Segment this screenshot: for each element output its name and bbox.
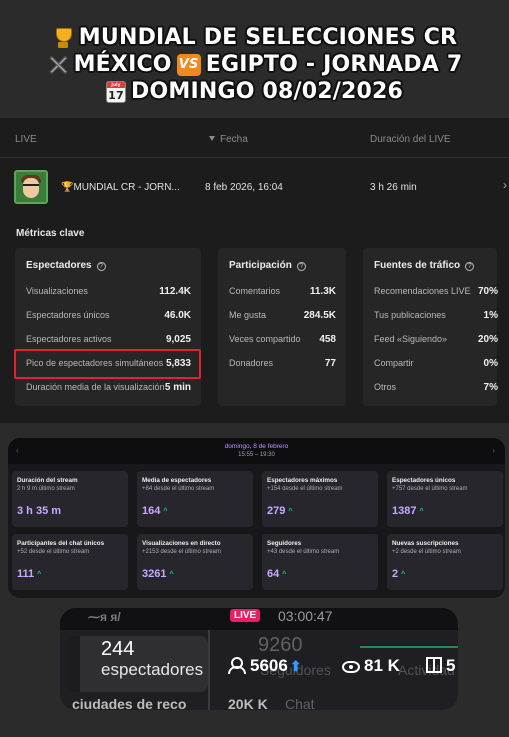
live-badge: LIVE [230,609,261,622]
banner-title: MUNDIAL DE SELECCIONES CR [78,25,458,50]
metric-row: Otros 7% [374,382,498,393]
metric-row: Donadores 77 [229,358,336,369]
stat-card: Visualizaciones en directo +2153 desde e… [137,534,253,590]
gift-icon [426,657,442,673]
ghost-number: 9260 [258,634,303,656]
followers-stat: 5606 ⬆ [228,656,302,676]
live-title: 🏆MUNDIAL CR - JORN... [61,182,180,193]
banner-date: DOMINGO 08/02/2026 [130,79,403,104]
metric-row: Tus publicaciones 1% [374,310,498,321]
viewers-count: 244 [101,638,135,660]
banner-team-a: MÉXICO [73,52,172,77]
metric-row: Visualizaciones 112.4K [26,286,191,297]
live-date: 8 feb 2026, 16:04 [205,182,283,193]
title-banner: MUNDIAL DE SELECCIONES CR MÉXICO VS EGIP… [0,24,509,105]
info-icon[interactable]: ? [96,262,106,271]
trophy-icon [52,27,74,49]
live-duration: 3 h 26 min [370,182,417,193]
crossed-swords-icon [47,54,69,76]
section-title: Métricas clave [16,228,85,239]
metric-row: Espectadores únicos 46.0K [26,310,191,321]
cut-text: 20K K [228,696,268,710]
table-row[interactable]: 🏆MUNDIAL CR - JORN... 8 feb 2026, 16:04 … [0,170,509,208]
divider [360,646,458,648]
metric-row: Veces compartido 458 [229,334,336,345]
metric-row: Recomendaciones LIVE 70% [374,286,498,297]
stat-card: Seguidores +43 desde el último stream 64… [262,534,378,590]
live-dashboard-crop: ⁓ᴙ ᴙ/ LIVE 03:00:47 244 espectadores 926… [60,608,458,710]
banner-line-2: MÉXICO VS EGIPTO - JORNADA 7 [0,51,509,78]
espectadores-card: Espectadores? Visualizaciones 112.4K Espe… [15,248,201,406]
gifts-stat: 5 [426,656,455,676]
chevron-left-icon[interactable]: ‹ [16,446,19,455]
divider [208,630,210,710]
sort-desc-icon [209,136,215,141]
chevron-right-icon[interactable]: › [503,178,507,192]
banner-line-1: MUNDIAL DE SELECCIONES CR [0,24,509,51]
highlight-box [14,349,201,379]
live-analytics-panel: LIVE Fecha Duración del LIVE 🏆MUNDIAL CR… [0,118,509,423]
avatar [14,170,48,204]
metric-row: Duración media de la visualización 5 min [26,382,191,393]
card-title: Participación [229,260,292,271]
cut-text: Chat [285,696,315,710]
metric-row: Me gusta 284.5K [229,310,336,321]
participacion-card: Participación? Comentarios 11.3K Me gusta… [218,248,346,406]
ghost-label: Seguidores [260,662,331,678]
viewers-label: espectadores [101,660,204,679]
metric-row: Compartir 0% [374,358,498,369]
metric-row: Comentarios 11.3K [229,286,336,297]
metric-row: Feed «Siguiendo» 20% [374,334,498,345]
viewers-box: 244 espectadores [66,636,208,692]
stat-card: Espectadores máximos +154 desde el últim… [262,471,378,527]
metric-row: Espectadores activos 9,025 [26,334,191,345]
people-icon [228,657,246,674]
eye-icon [342,661,360,673]
live-timer: 03:00:47 [278,608,333,624]
stat-card: Espectadores únicos +757 desde el último… [387,471,503,527]
arrow-up-icon: ⬆ [289,658,302,674]
banner-team-b: EGIPTO - JORNADA 7 [205,52,463,77]
vs-icon: VS [176,53,201,76]
banner-line-3: July 17 DOMINGO 08/02/2026 [0,78,509,105]
header-fecha[interactable]: Fecha [209,134,248,145]
metric-row-peak: Pico de espectadores simultáneos 5,833 [26,358,191,369]
stat-card: Participantes del chat únicos +52 desde … [12,534,128,590]
calendar-icon: July 17 [105,80,126,103]
card-title: Espectadores [26,260,92,271]
stat-card: Duración del stream 2 h 9 m último strea… [12,471,128,527]
views-stat: 81 K [342,656,400,676]
trafico-card: Fuentes de tráfico? Recomendaciones LIVE… [363,248,498,406]
stream-date: domingo, 8 de febrero [224,443,289,450]
stat-card: Media de espectadores +84 desde el últim… [137,471,253,527]
header-live[interactable]: LIVE [15,134,37,145]
stream-summary-panel: ‹ domingo, 8 de febrero 15:55 – 19:30 › … [8,438,505,598]
divider [0,157,509,158]
dashboard-top-bar: ⁓ᴙ ᴙ/ LIVE 03:00:47 [60,608,458,630]
header-duracion[interactable]: Duración del LIVE [370,134,451,145]
info-icon[interactable]: ? [296,262,306,271]
chevron-right-icon[interactable]: › [492,446,495,455]
info-icon[interactable]: ? [465,262,475,271]
stream-range: 15:55 – 19:30 [238,452,275,458]
card-title: Fuentes de tráfico [374,260,461,271]
date-header: ‹ domingo, 8 de febrero 15:55 – 19:30 › [8,438,505,464]
cut-text: ⁓ᴙ ᴙ/ [88,610,121,624]
cut-text: ciudades de reco [72,696,187,710]
stat-card: Nuevas suscripciones +2 desde el último … [387,534,503,590]
